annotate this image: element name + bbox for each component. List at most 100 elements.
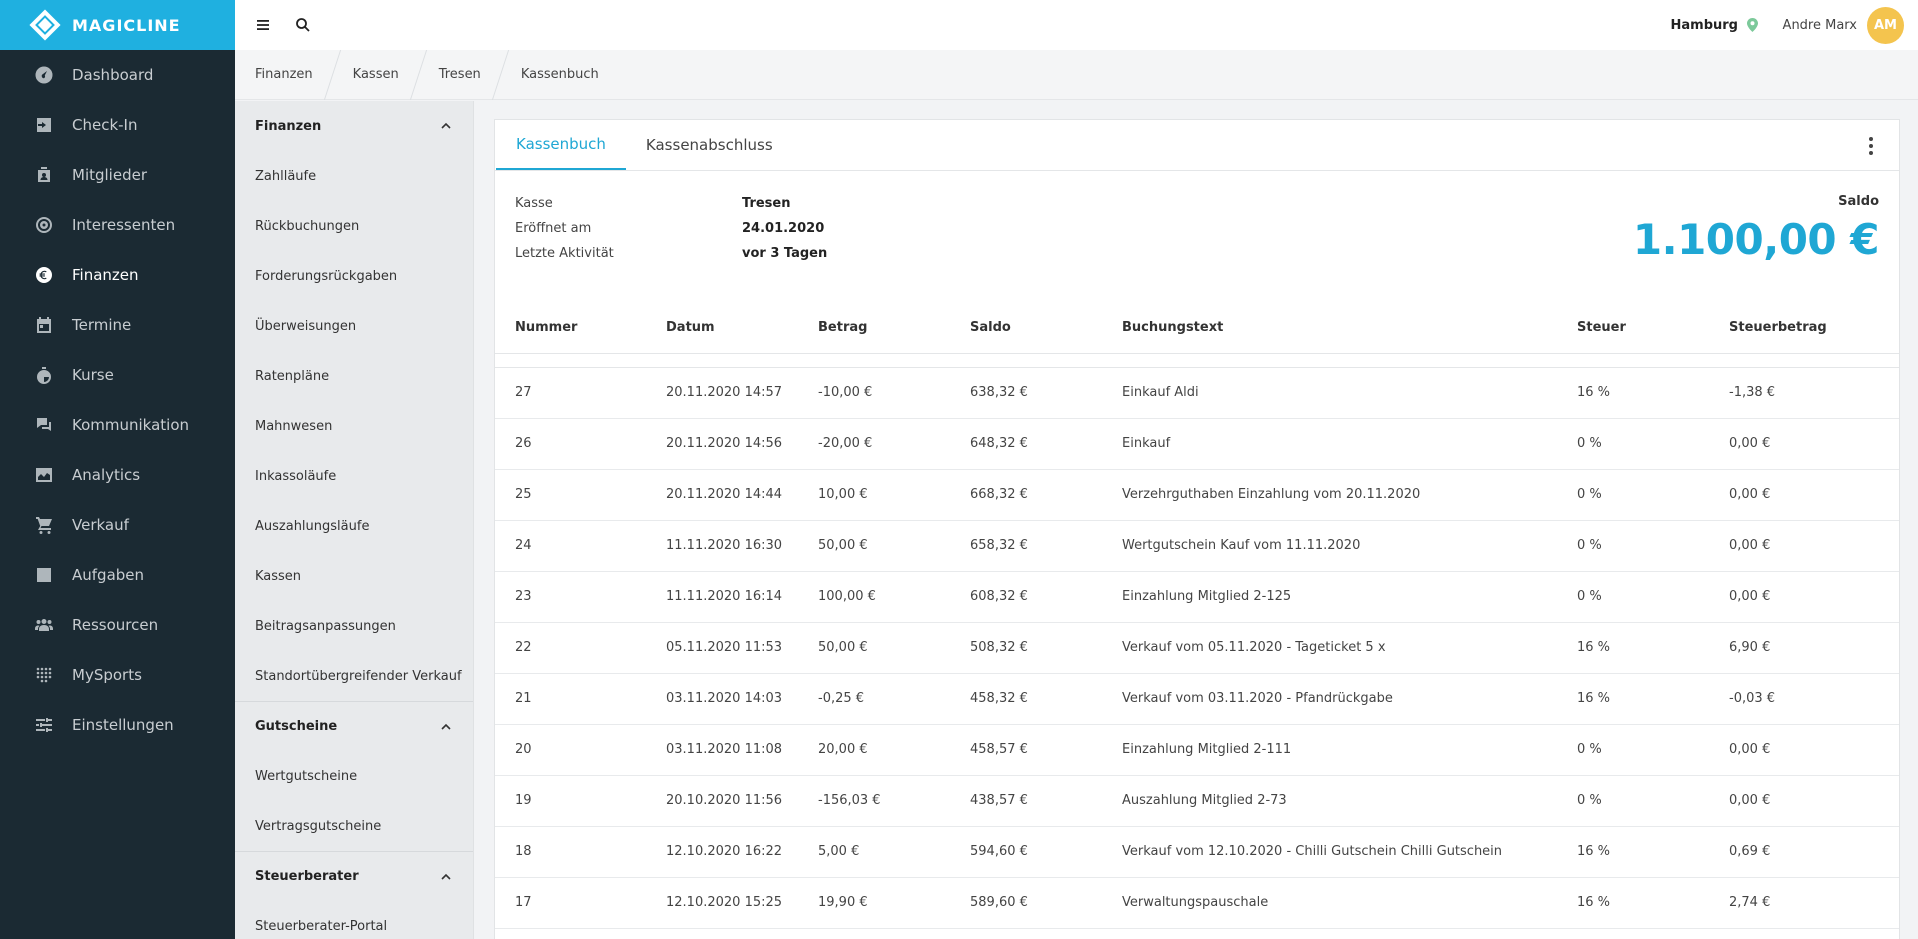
table-row[interactable]: 26 20.11.2020 14:56 -20,00 €648,32 € Einkau… bbox=[495, 418, 1899, 470]
table-row[interactable]: 20 03.11.2020 11:08 20,00 €458,57 € Einzahl… bbox=[495, 724, 1899, 776]
table-row[interactable]: 24 11.11.2020 16:30 50,00 €658,32 € Wertgut… bbox=[495, 520, 1899, 572]
cell-nummer: 27 bbox=[495, 367, 646, 419]
column-header-steuerbetrag[interactable]: Steuerbetrag bbox=[1709, 303, 1899, 354]
nav-item-termine[interactable]: Termine bbox=[0, 300, 235, 350]
menu-toggle-button[interactable] bbox=[251, 13, 275, 37]
breadcrumb-item-finanzen[interactable]: Finanzen bbox=[235, 50, 333, 100]
search-button[interactable] bbox=[291, 13, 315, 37]
group-icon bbox=[34, 615, 54, 635]
opened-value: 24.01.2020 bbox=[742, 221, 825, 236]
cell-datum: 20.10.2020 11:56 bbox=[646, 775, 798, 827]
user-name: Andre Marx bbox=[1782, 17, 1857, 33]
cell-nummer: 22 bbox=[495, 622, 646, 674]
last-activity-value: vor 3 Tagen bbox=[742, 246, 828, 261]
section-header-finanzen[interactable]: Finanzen bbox=[235, 101, 473, 151]
cell-steuerbetrag: 0,69 € bbox=[1709, 826, 1899, 878]
submenu-item[interactable]: Mahnwesen bbox=[255, 418, 333, 434]
cell-betrag: -156,03 € bbox=[798, 775, 950, 827]
submenu-item[interactable]: Inkassoläufe bbox=[255, 468, 337, 484]
nav-item-label: Mitglieder bbox=[72, 166, 147, 184]
submenu-item[interactable]: Rückbuchungen bbox=[255, 218, 360, 234]
breadcrumb-item-tresen[interactable]: Tresen bbox=[419, 50, 501, 100]
breadcrumb-item-kassenbuch: Kassenbuch bbox=[520, 67, 599, 82]
tab-kassenbuch[interactable]: Kassenbuch bbox=[496, 120, 626, 170]
nav-item-check-in[interactable]: Check-In bbox=[0, 100, 235, 150]
submenu-item[interactable]: Ratenpläne bbox=[255, 368, 330, 384]
more-options-icon[interactable] bbox=[1859, 134, 1883, 158]
table-row[interactable]: 22 05.11.2020 11:53 50,00 €508,32 € Verkauf… bbox=[495, 622, 1899, 674]
cell-steuerbetrag: 0,00 € bbox=[1709, 418, 1899, 470]
column-header-nummer[interactable]: Nummer bbox=[495, 303, 646, 354]
table-row[interactable]: 19 20.10.2020 11:56 -156,03 €438,57 € Ausza… bbox=[495, 775, 1899, 827]
nav-item-mysports[interactable]: MySports bbox=[0, 650, 235, 700]
table-row[interactable]: 27 20.11.2020 14:57 -10,00 €638,32 € Einkau… bbox=[495, 367, 1899, 419]
submenu-item[interactable]: Standortübergreifender Verkauf bbox=[255, 668, 462, 684]
table-row[interactable]: 17 12.10.2020 15:25 19,90 €589,60 € Verwalt… bbox=[495, 877, 1899, 929]
nav-item-kommunikation[interactable]: Kommunikation bbox=[0, 400, 235, 450]
section-header-steuerberater[interactable]: Steuerberater bbox=[235, 851, 473, 901]
cell-steuer: 0 % bbox=[1557, 520, 1709, 572]
submenu-item[interactable]: Kassen bbox=[255, 568, 302, 584]
nav-item-mitglieder[interactable]: Mitglieder bbox=[0, 150, 235, 200]
section-header-gutscheine[interactable]: Gutscheine bbox=[235, 701, 473, 751]
column-header-buchungstext[interactable]: Buchungstext bbox=[1102, 303, 1557, 354]
user-menu[interactable]: Andre Marx AM bbox=[1783, 0, 1904, 50]
tab-kassenabschluss[interactable]: Kassenabschluss bbox=[645, 136, 773, 154]
nav-item-analytics[interactable]: Analytics bbox=[0, 450, 235, 500]
submenu-item[interactable]: Forderungsrückgaben bbox=[255, 268, 398, 284]
submenu-item[interactable]: Überweisungen bbox=[255, 318, 357, 334]
check-in-icon bbox=[34, 115, 54, 135]
column-header-steuer[interactable]: Steuer bbox=[1557, 303, 1709, 354]
breadcrumb-item-kassen[interactable]: Kassen bbox=[333, 50, 419, 100]
cell-saldo: 638,32 € bbox=[950, 367, 1102, 419]
brand-header[interactable]: MAGICLINE bbox=[0, 0, 235, 50]
nav-item-einstellungen[interactable]: Einstellungen bbox=[0, 700, 235, 750]
cash-book-table: Nummer Datum Betrag Saldo Buchungstext S… bbox=[495, 303, 1899, 929]
nav-item-label: Termine bbox=[72, 316, 132, 334]
members-icon bbox=[34, 165, 54, 185]
submenu-item[interactable]: Wertgutscheine bbox=[255, 768, 358, 784]
cell-buchungstext: Einkauf Aldi bbox=[1102, 367, 1557, 419]
nav-item-ressourcen[interactable]: Ressourcen bbox=[0, 600, 235, 650]
cell-datum: 05.11.2020 11:53 bbox=[646, 622, 798, 674]
nav-item-interessenten[interactable]: Interessenten bbox=[0, 200, 235, 250]
finance-submenu: Finanzen Zahlläufe Rückbuchungen Forderungs… bbox=[235, 101, 474, 939]
nav-item-label: Check-In bbox=[72, 116, 138, 134]
cell-steuer: 16 % bbox=[1557, 622, 1709, 674]
nav-item-verkauf[interactable]: Verkauf bbox=[0, 500, 235, 550]
cell-datum: 11.11.2020 16:30 bbox=[646, 520, 798, 572]
nav-item-label: MySports bbox=[72, 666, 142, 684]
submenu-item[interactable]: Zahlläufe bbox=[255, 168, 317, 184]
table-row[interactable]: 25 20.11.2020 14:44 10,00 €668,32 € Verzehr… bbox=[495, 469, 1899, 521]
column-header-datum[interactable]: Datum bbox=[646, 303, 798, 354]
cell-steuer: 0 % bbox=[1557, 469, 1709, 521]
nav-item-aufgaben[interactable]: Aufgaben bbox=[0, 550, 235, 600]
cash-book-card: Kassenbuch Kassenabschluss Kasse Tresen … bbox=[494, 119, 1900, 939]
nav-item-kurse[interactable]: Kurse bbox=[0, 350, 235, 400]
submenu-item[interactable]: Auszahlungsläufe bbox=[255, 518, 370, 534]
opened-label: Eröffnet am bbox=[515, 221, 592, 236]
submenu-item[interactable]: Beitragsanpassungen bbox=[255, 618, 396, 634]
nav-item-label: Aufgaben bbox=[72, 566, 145, 584]
cash-register-info: Kasse Tresen Eröffnet am 24.01.2020 Letz… bbox=[495, 171, 1899, 303]
last-activity-label: Letzte Aktivität bbox=[515, 246, 614, 261]
cell-saldo: 594,60 € bbox=[950, 826, 1102, 878]
table-row[interactable]: 21 03.11.2020 14:03 -0,25 €458,32 € Verkauf… bbox=[495, 673, 1899, 725]
submenu-item[interactable]: Vertragsgutscheine bbox=[255, 818, 382, 834]
column-header-betrag[interactable]: Betrag bbox=[798, 303, 950, 354]
submenu-item[interactable]: Steuerberater-Portal bbox=[255, 918, 388, 934]
column-header-saldo[interactable]: Saldo bbox=[950, 303, 1102, 354]
cell-saldo: 589,60 € bbox=[950, 877, 1102, 929]
table-row[interactable]: 23 11.11.2020 16:14 100,00 €608,32 € Einzah… bbox=[495, 571, 1899, 623]
location-selector[interactable]: Hamburg bbox=[1671, 0, 1758, 50]
nav-item-finanzen[interactable]: Finanzen bbox=[0, 250, 235, 300]
location-name: Hamburg bbox=[1670, 17, 1738, 33]
sliders-icon bbox=[34, 715, 54, 735]
nav-item-dashboard[interactable]: Dashboard bbox=[0, 50, 235, 100]
cell-buchungstext: Verzehrguthaben Einzahlung vom 20.11.202… bbox=[1102, 469, 1557, 521]
cell-steuer: 16 % bbox=[1557, 826, 1709, 878]
cart-icon bbox=[34, 515, 54, 535]
cell-nummer: 24 bbox=[495, 520, 646, 572]
table-row[interactable]: 18 12.10.2020 16:22 5,00 €594,60 € Verkauf … bbox=[495, 826, 1899, 878]
dashboard-icon bbox=[34, 65, 54, 85]
